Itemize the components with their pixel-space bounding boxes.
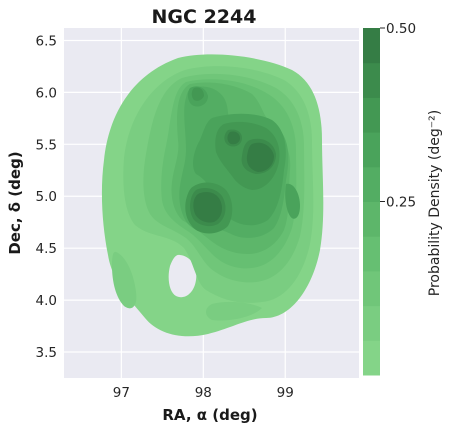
y-axis-ticks: 3.5 4.0 4.5 5.0 5.5 6.0 6.5 — [36, 33, 57, 361]
colorbar-segment — [363, 62, 380, 98]
x-tick-label: 98 — [195, 385, 212, 401]
y-tick-label: 5.0 — [36, 189, 57, 205]
x-tick-label: 99 — [277, 385, 294, 401]
colorbar-label: Probability Density (deg⁻²) — [427, 110, 443, 296]
colorbar-segment — [363, 305, 380, 341]
contour-level-2-patch — [112, 251, 137, 309]
colorbar-segment — [363, 28, 380, 64]
contour-level-8-knot — [191, 87, 204, 101]
y-tick-label: 4.5 — [36, 241, 57, 257]
colorbar-segment — [363, 166, 380, 202]
colorbar-tick-label: 0.25 — [386, 195, 416, 211]
chart-title: NGC 2244 — [152, 6, 257, 28]
y-tick-label: 6.5 — [36, 33, 57, 49]
y-axis-label: Dec, δ (deg) — [6, 151, 24, 254]
y-tick-label: 6.0 — [36, 85, 57, 101]
colorbar-segment — [363, 270, 380, 307]
contour-level-7-knot — [285, 183, 300, 219]
colorbar-segment — [363, 201, 380, 237]
colorbar — [363, 28, 380, 376]
x-tick-label: 97 — [113, 385, 130, 401]
colorbar-segment — [363, 340, 380, 376]
colorbar-segment — [363, 132, 380, 168]
colorbar-segment — [363, 97, 380, 133]
x-axis-label: RA, α (deg) — [162, 406, 257, 424]
y-tick-label: 3.5 — [36, 345, 57, 361]
y-tick-label: 5.5 — [36, 137, 57, 153]
x-axis-ticks: 97 98 99 — [113, 385, 294, 401]
contour-level-2-patch — [206, 301, 262, 321]
colorbar-segment — [363, 236, 380, 272]
contour-level-10 — [246, 142, 274, 172]
density-contours — [101, 54, 324, 337]
contour-level-10 — [193, 192, 222, 223]
colorbar-tick-label: 0.50 — [386, 21, 416, 37]
contour-level-10 — [227, 131, 240, 145]
y-tick-label: 4.0 — [36, 293, 57, 309]
colorbar-ticks: 0.25 0.50 — [380, 21, 416, 211]
